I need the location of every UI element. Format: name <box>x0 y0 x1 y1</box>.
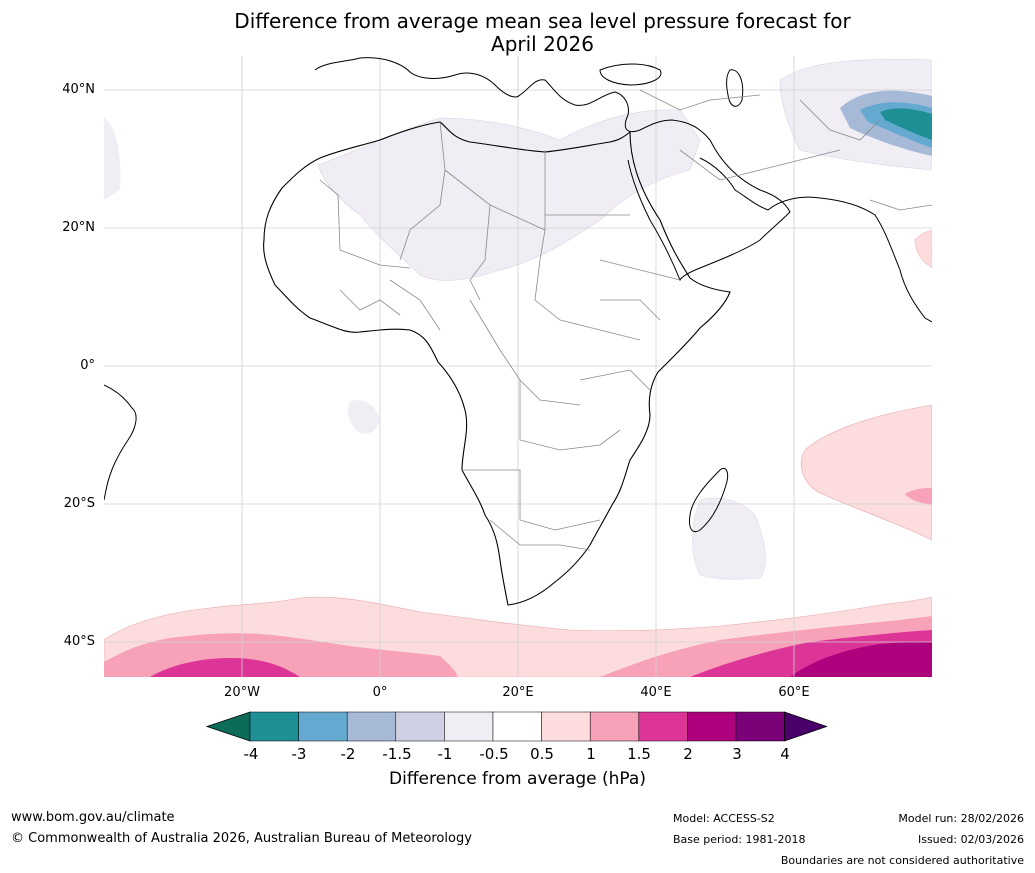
south-america-coastline <box>104 384 137 501</box>
colorbar-extend-low <box>205 711 251 742</box>
colorbar-segment <box>687 711 737 742</box>
colorbar-tick: 1 <box>586 745 596 763</box>
chart-title: Difference from average mean sea level p… <box>0 10 1035 56</box>
colorbar-tick: -4 <box>243 745 259 763</box>
africa-coastline <box>263 121 731 606</box>
anomaly-dark-teal-himalaya <box>880 108 932 140</box>
europe-asia-coastline <box>314 57 791 282</box>
lat-label-0: 0° <box>80 358 95 373</box>
colorbar-tick: -3 <box>291 745 307 763</box>
colorbar-segment <box>638 711 688 742</box>
colorbar-tick: -1 <box>437 745 453 763</box>
anomaly-band-magenta <box>150 658 300 677</box>
colorbar-tick: -0.5 <box>479 745 509 763</box>
lon-label-40e: 40°E <box>640 685 672 700</box>
colorbar-segment <box>395 711 445 742</box>
colorbar-segment <box>541 711 591 742</box>
colorbar-segment <box>249 711 299 742</box>
anomaly-light-purple-atlantic <box>348 399 380 434</box>
lat-label-20s: 20°S <box>63 496 95 511</box>
colorbar-segment <box>735 711 785 742</box>
title-line-2: April 2026 <box>491 32 594 56</box>
colorbar-tick: 0.5 <box>530 745 554 763</box>
footer-url[interactable]: www.bom.gov.au/climate <box>11 810 175 825</box>
graticule <box>104 56 932 677</box>
colorbar-tick: -1.5 <box>382 745 412 763</box>
colorbar-tick: 1.5 <box>627 745 651 763</box>
anomaly-pink-india <box>914 229 932 269</box>
colorbar <box>205 711 828 742</box>
madagascar-coastline <box>689 467 729 533</box>
lon-label-60e: 60°E <box>778 685 810 700</box>
colorbar-segment <box>444 711 494 742</box>
colorbar-tick: 4 <box>780 745 790 763</box>
colorbar-segment <box>492 711 542 742</box>
anomaly-pink-indian-ocean-core <box>905 488 932 505</box>
footer-model-run: Model run: 28/02/2026 <box>898 812 1024 825</box>
colorbar-segment <box>298 711 348 742</box>
footer-issued: Issued: 02/03/2026 <box>917 833 1024 846</box>
footer-disclaimer: Boundaries are not considered authoritat… <box>780 854 1024 867</box>
lon-label-20e: 20°E <box>502 685 534 700</box>
anomaly-band-dark-magenta-east <box>790 642 932 677</box>
map-area <box>104 56 932 677</box>
anomaly-light-purple-westcoast <box>104 118 121 200</box>
title-line-1: Difference from average mean sea level p… <box>234 9 851 33</box>
colorbar-tick: -2 <box>340 745 356 763</box>
footer-base-period: Base period: 1981-2018 <box>673 833 806 846</box>
country-boundaries <box>319 89 932 551</box>
colorbar-extend-high <box>784 711 828 742</box>
lat-label-40n: 40°N <box>62 82 95 97</box>
colorbar-tick: 3 <box>732 745 742 763</box>
colorbar-segment <box>346 711 397 742</box>
colorbar-label: Difference from average (hPa) <box>389 769 646 789</box>
anomaly-pink-indian-ocean <box>800 404 932 541</box>
lon-label-20w: 20°W <box>224 685 260 700</box>
lon-label-0: 0° <box>372 685 388 700</box>
colorbar-tick: 2 <box>683 745 693 763</box>
caspian-black-sea <box>599 63 744 107</box>
footer-copyright: © Commonwealth of Australia 2026, Austra… <box>11 831 472 846</box>
lat-label-20n: 20°N <box>62 220 95 235</box>
footer-model: Model: ACCESS-S2 <box>673 812 775 825</box>
lat-label-40s: 40°S <box>63 634 95 649</box>
arabian-gulf-coastline <box>699 157 932 323</box>
colorbar-segment <box>589 711 640 742</box>
anomaly-light-purple-sahara <box>317 109 701 281</box>
